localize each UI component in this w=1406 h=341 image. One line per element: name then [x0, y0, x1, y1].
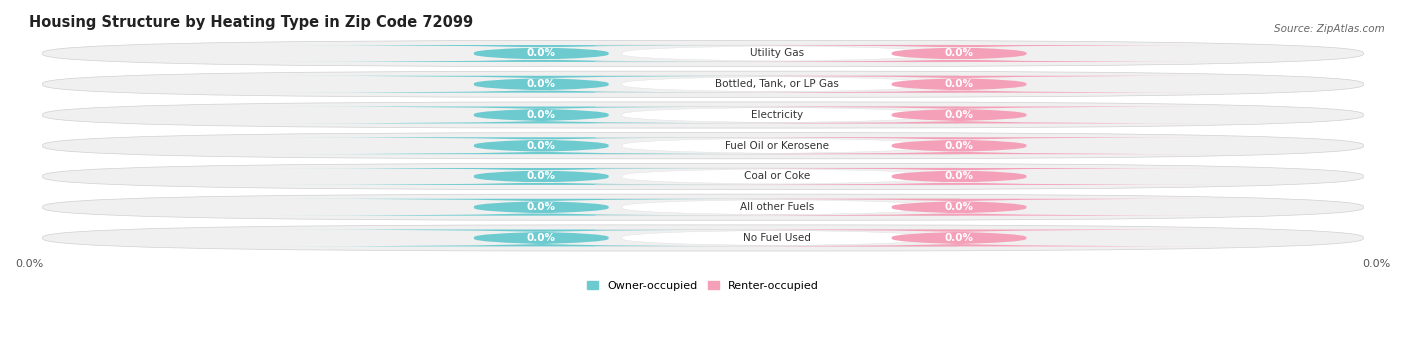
Text: 0.0%: 0.0% — [527, 110, 555, 120]
FancyBboxPatch shape — [595, 199, 959, 216]
Text: Utility Gas: Utility Gas — [749, 48, 804, 59]
Text: Source: ZipAtlas.com: Source: ZipAtlas.com — [1274, 24, 1385, 34]
FancyBboxPatch shape — [595, 168, 959, 185]
FancyBboxPatch shape — [271, 229, 811, 247]
Text: 0.0%: 0.0% — [527, 202, 555, 212]
FancyBboxPatch shape — [595, 45, 959, 62]
FancyBboxPatch shape — [595, 229, 959, 247]
FancyBboxPatch shape — [595, 137, 959, 154]
Text: All other Fuels: All other Fuels — [740, 202, 814, 212]
Text: 0.0%: 0.0% — [945, 48, 973, 59]
Text: No Fuel Used: No Fuel Used — [744, 233, 811, 243]
Text: 0.0%: 0.0% — [945, 233, 973, 243]
FancyBboxPatch shape — [271, 76, 811, 93]
FancyBboxPatch shape — [271, 199, 811, 216]
FancyBboxPatch shape — [689, 199, 1229, 216]
Text: 0.0%: 0.0% — [945, 110, 973, 120]
FancyBboxPatch shape — [42, 102, 1364, 128]
FancyBboxPatch shape — [42, 71, 1364, 97]
Text: Electricity: Electricity — [751, 110, 803, 120]
FancyBboxPatch shape — [595, 76, 959, 93]
FancyBboxPatch shape — [689, 229, 1229, 247]
Text: 0.0%: 0.0% — [945, 172, 973, 181]
Legend: Owner-occupied, Renter-occupied: Owner-occupied, Renter-occupied — [582, 276, 824, 295]
FancyBboxPatch shape — [689, 45, 1229, 62]
Text: 0.0%: 0.0% — [945, 202, 973, 212]
FancyBboxPatch shape — [42, 163, 1364, 190]
FancyBboxPatch shape — [42, 194, 1364, 220]
Text: 0.0%: 0.0% — [527, 233, 555, 243]
FancyBboxPatch shape — [271, 106, 811, 123]
FancyBboxPatch shape — [42, 225, 1364, 251]
Text: 0.0%: 0.0% — [945, 79, 973, 89]
FancyBboxPatch shape — [271, 168, 811, 185]
FancyBboxPatch shape — [42, 41, 1364, 66]
FancyBboxPatch shape — [689, 76, 1229, 93]
FancyBboxPatch shape — [689, 137, 1229, 154]
FancyBboxPatch shape — [689, 168, 1229, 185]
FancyBboxPatch shape — [42, 133, 1364, 159]
Text: Bottled, Tank, or LP Gas: Bottled, Tank, or LP Gas — [716, 79, 839, 89]
Text: 0.0%: 0.0% — [527, 172, 555, 181]
FancyBboxPatch shape — [595, 106, 959, 123]
Text: 0.0%: 0.0% — [527, 48, 555, 59]
Text: Fuel Oil or Kerosene: Fuel Oil or Kerosene — [725, 141, 830, 151]
FancyBboxPatch shape — [271, 137, 811, 154]
Text: 0.0%: 0.0% — [527, 141, 555, 151]
FancyBboxPatch shape — [271, 45, 811, 62]
Text: 0.0%: 0.0% — [945, 141, 973, 151]
Text: 0.0%: 0.0% — [527, 79, 555, 89]
Text: Housing Structure by Heating Type in Zip Code 72099: Housing Structure by Heating Type in Zip… — [30, 15, 474, 30]
Text: Coal or Coke: Coal or Coke — [744, 172, 810, 181]
FancyBboxPatch shape — [689, 106, 1229, 123]
